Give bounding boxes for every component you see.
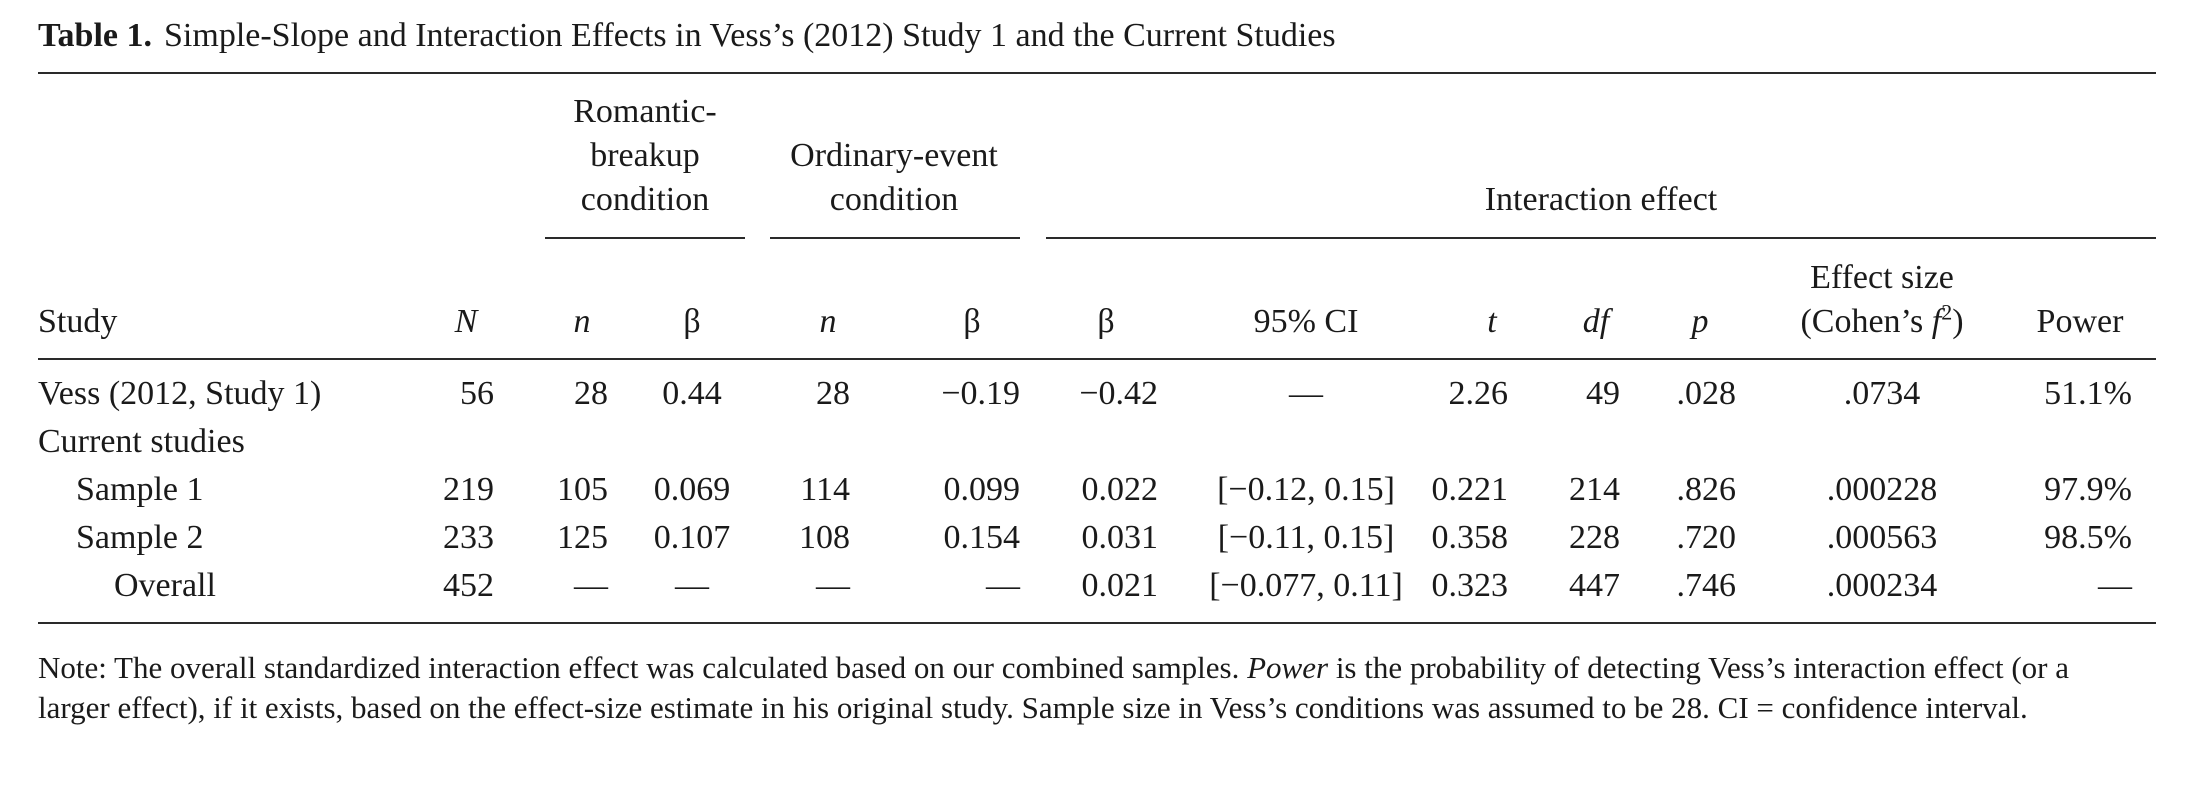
cell-N: 233 xyxy=(443,519,494,556)
cell-int-beta: 0.031 xyxy=(1081,519,1159,556)
col-power: Power xyxy=(2036,303,2124,340)
cell-rb-beta: — xyxy=(675,567,709,604)
cell-ci: — xyxy=(1289,375,1323,412)
cell-df: 447 xyxy=(1569,567,1620,604)
cell-p: .746 xyxy=(1676,567,1737,604)
group-ordinary-line2: condition xyxy=(829,181,959,218)
cell-p: .028 xyxy=(1676,375,1737,412)
cell-ci: [−0.077, 0.11] xyxy=(1209,567,1403,604)
cell-rb-n: 105 xyxy=(557,471,608,508)
table-title: Simple-Slope and Interaction Effects in … xyxy=(164,17,1336,54)
group-romantic-line1: Romantic- xyxy=(573,93,717,130)
cell-rb-beta: 0.069 xyxy=(653,471,731,508)
effect-pre: (Cohen’s xyxy=(1800,303,1932,340)
col-ci: 95% CI xyxy=(1253,303,1359,340)
cell-N: 56 xyxy=(460,375,494,412)
cell-rb-n: 125 xyxy=(557,519,608,556)
group-interaction-label: Interaction effect xyxy=(1484,181,1718,218)
col-effect-size-line2: (Cohen’s f2) xyxy=(1800,299,1964,342)
cell-df: 49 xyxy=(1586,375,1620,412)
cell-oe-n: 108 xyxy=(799,519,850,556)
col-N: N xyxy=(454,303,478,340)
note-power-word: Power xyxy=(1247,650,1329,685)
cell-rb-n: — xyxy=(574,567,608,604)
table-caption: Table 1. Simple-Slope and Interaction Eff… xyxy=(38,12,1336,60)
group-interaction-effect: Interaction effect xyxy=(1046,178,2156,222)
cell-ci: [−0.11, 0.15] xyxy=(1217,519,1395,556)
effect-sup: 2 xyxy=(1941,299,1953,325)
col-effect-size-line1: Effect size xyxy=(1810,259,1954,296)
row-study: Sample 1 xyxy=(76,471,204,508)
note-part1: Note: The overall standardized interacti… xyxy=(38,650,1248,685)
col-rb-n: n xyxy=(573,303,591,340)
cell-p: .826 xyxy=(1676,471,1737,508)
top-rule xyxy=(38,72,2156,74)
cell-t: 0.221 xyxy=(1431,471,1509,508)
group-ordinary-line1: Ordinary-event xyxy=(790,137,998,174)
interaction-group-rule xyxy=(1046,237,2156,239)
cell-t: 0.323 xyxy=(1431,567,1509,604)
cell-N: 452 xyxy=(443,567,494,604)
group-romantic-line3: condition xyxy=(580,181,710,218)
group-romantic-breakup: Romantic- breakup condition xyxy=(545,90,745,222)
row-study: Sample 2 xyxy=(76,519,204,556)
cell-N: 219 xyxy=(443,471,494,508)
col-oe-beta: β xyxy=(963,303,981,340)
cell-int-beta: −0.42 xyxy=(1079,375,1158,412)
col-study: Study xyxy=(38,303,118,340)
cell-ci: [−0.12, 0.15] xyxy=(1217,471,1395,508)
cell-oe-beta: — xyxy=(986,567,1020,604)
cell-rb-n: 28 xyxy=(574,375,608,412)
cell-power: 51.1% xyxy=(2044,375,2132,412)
group-romantic-line2: breakup xyxy=(590,137,700,174)
cell-t: 0.358 xyxy=(1431,519,1509,556)
col-p: p xyxy=(1691,303,1709,340)
cell-oe-beta: 0.154 xyxy=(943,519,1021,556)
col-rb-beta: β xyxy=(683,303,701,340)
row-study: Current studies xyxy=(38,423,245,460)
header-rule xyxy=(38,358,2156,360)
cell-oe-beta: 0.099 xyxy=(943,471,1021,508)
row-study: Vess (2012, Study 1) xyxy=(38,375,322,412)
note-part2: is the probability of detecting Vess’s i… xyxy=(38,650,2069,725)
cell-t: 2.26 xyxy=(1448,375,1509,412)
ordinary-group-rule xyxy=(770,237,1020,239)
cell-int-beta: 0.021 xyxy=(1081,567,1159,604)
cell-power: — xyxy=(2098,567,2132,604)
cell-rb-beta: 0.107 xyxy=(653,519,731,556)
col-t: t xyxy=(1487,303,1497,340)
cell-df: 214 xyxy=(1569,471,1620,508)
cell-power: 97.9% xyxy=(2044,471,2132,508)
effect-post: ) xyxy=(1952,303,1964,340)
col-oe-n: n xyxy=(819,303,837,340)
cell-effect: .000228 xyxy=(1826,471,1938,508)
cell-effect: .000234 xyxy=(1826,567,1938,604)
cell-effect: .0734 xyxy=(1843,375,1921,412)
col-df: df xyxy=(1582,303,1610,340)
bottom-rule xyxy=(38,622,2156,624)
group-ordinary-event: Ordinary-event condition xyxy=(768,134,1020,222)
row-study: Overall xyxy=(114,567,216,604)
cell-oe-n: 114 xyxy=(800,471,850,508)
cell-df: 228 xyxy=(1569,519,1620,556)
table-label: Table 1. xyxy=(38,17,153,54)
col-int-beta: β xyxy=(1097,303,1115,340)
cell-int-beta: 0.022 xyxy=(1081,471,1159,508)
cell-oe-n: 28 xyxy=(816,375,850,412)
cell-rb-beta: 0.44 xyxy=(662,375,722,412)
romantic-group-rule xyxy=(545,237,745,239)
cell-effect: .000563 xyxy=(1826,519,1938,556)
cell-p: .720 xyxy=(1676,519,1737,556)
cell-oe-n: — xyxy=(816,567,850,604)
effect-f: f xyxy=(1931,303,1942,340)
cell-power: 98.5% xyxy=(2044,519,2132,556)
table-note: Note: The overall standardized interacti… xyxy=(38,648,2148,728)
cell-oe-beta: −0.19 xyxy=(941,375,1020,412)
